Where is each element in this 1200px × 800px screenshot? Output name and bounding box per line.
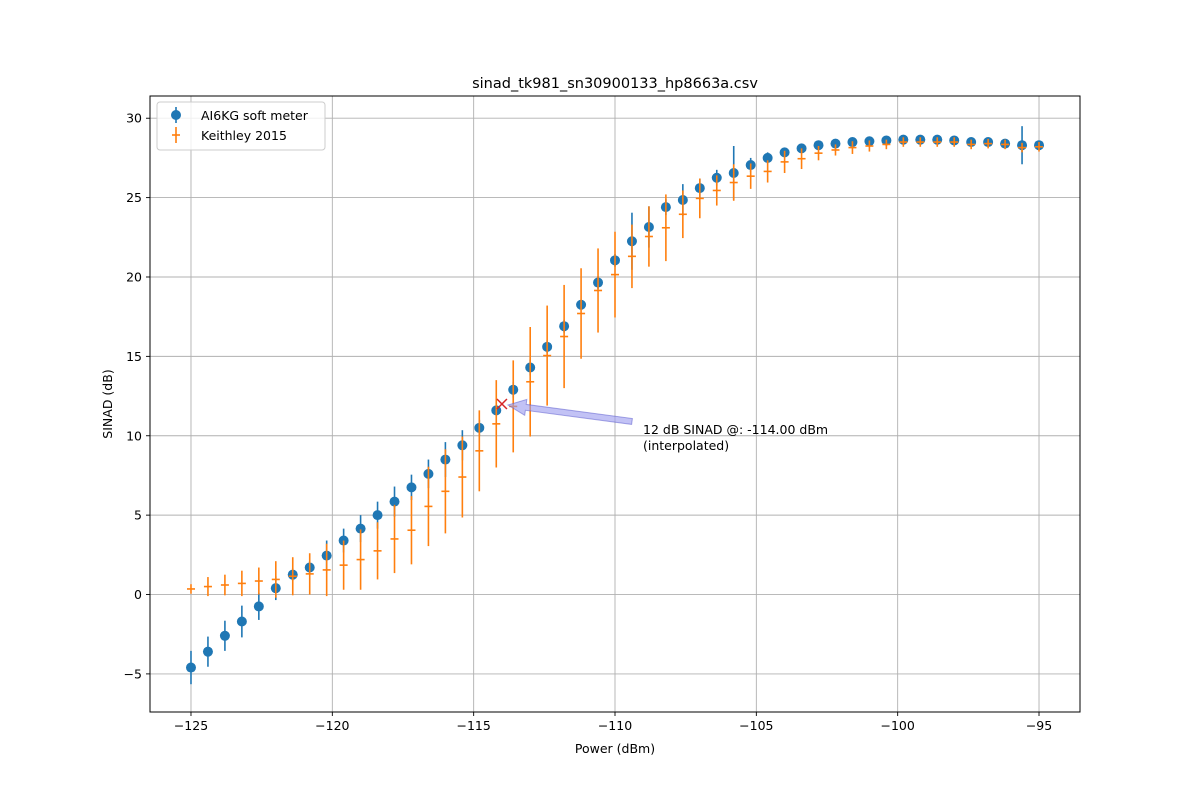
- legend-label-ai6kg: AI6KG soft meter: [201, 108, 309, 123]
- legend-marker-keithley: [172, 127, 180, 143]
- x-tick-label: −110: [598, 718, 632, 733]
- x-tick-label: −115: [456, 718, 490, 733]
- y-tick-label: 0: [134, 587, 142, 602]
- ai6kg-point: [236, 616, 247, 627]
- ai6kg-point: [830, 138, 841, 149]
- x-tick-label: −125: [174, 718, 208, 733]
- chart-title: sinad_tk981_sn30900133_hp8663a.csv: [472, 76, 758, 92]
- legend-label-keithley: Keithley 2015: [201, 128, 287, 143]
- axes: −125 −120 −115 −110 −105 −100 −95 −5 0 5 10 15 20 25 3…: [124, 111, 1053, 733]
- y-tick-label: 15: [126, 349, 142, 364]
- ai6kg-point: [372, 510, 383, 521]
- ai6kg-point: [253, 601, 264, 612]
- x-axis-label: Power (dBm): [575, 741, 655, 756]
- grid-lines: [150, 96, 1080, 712]
- y-axis-label: SINAD (dB): [100, 369, 115, 438]
- legend: AI6KG soft meter Keithley 2015: [156, 101, 326, 151]
- annotation-line-2: (interpolated): [643, 438, 729, 453]
- y-tick-label: −5: [124, 666, 142, 681]
- annotation-arrow: [506, 398, 633, 425]
- x-tick-label: −120: [315, 718, 349, 733]
- annotation-line-1: 12 dB SINAD @: -114.00 dBm: [643, 422, 828, 437]
- ai6kg-point: [185, 662, 196, 673]
- y-tick-label: 30: [126, 111, 142, 126]
- x-tick-label: −100: [881, 718, 915, 733]
- y-tick-label: 25: [126, 190, 142, 205]
- ai6kg-point: [202, 646, 213, 657]
- legend-box: [156, 101, 326, 151]
- ai6kg-point: [813, 140, 824, 151]
- ai6kg-point: [355, 523, 366, 534]
- ai6kg-point: [389, 496, 400, 507]
- annotation: 12 dB SINAD @: -114.00 dBm (interpolated…: [506, 398, 828, 453]
- x-tick-label: −105: [739, 718, 773, 733]
- plot-data: [185, 126, 1045, 685]
- x-tick-label: −95: [1026, 718, 1052, 733]
- ai6kg-point: [219, 630, 230, 641]
- interpolated-point-marker: [496, 398, 508, 410]
- y-tick-label: 5: [134, 508, 142, 523]
- ai6kg-point: [406, 482, 417, 493]
- y-tick-label: 20: [126, 269, 142, 284]
- y-tick-label: 10: [126, 428, 142, 443]
- marker-stroke: [496, 398, 508, 410]
- legend-marker-ai6kg: [171, 107, 181, 123]
- ai6kg-point: [762, 152, 773, 163]
